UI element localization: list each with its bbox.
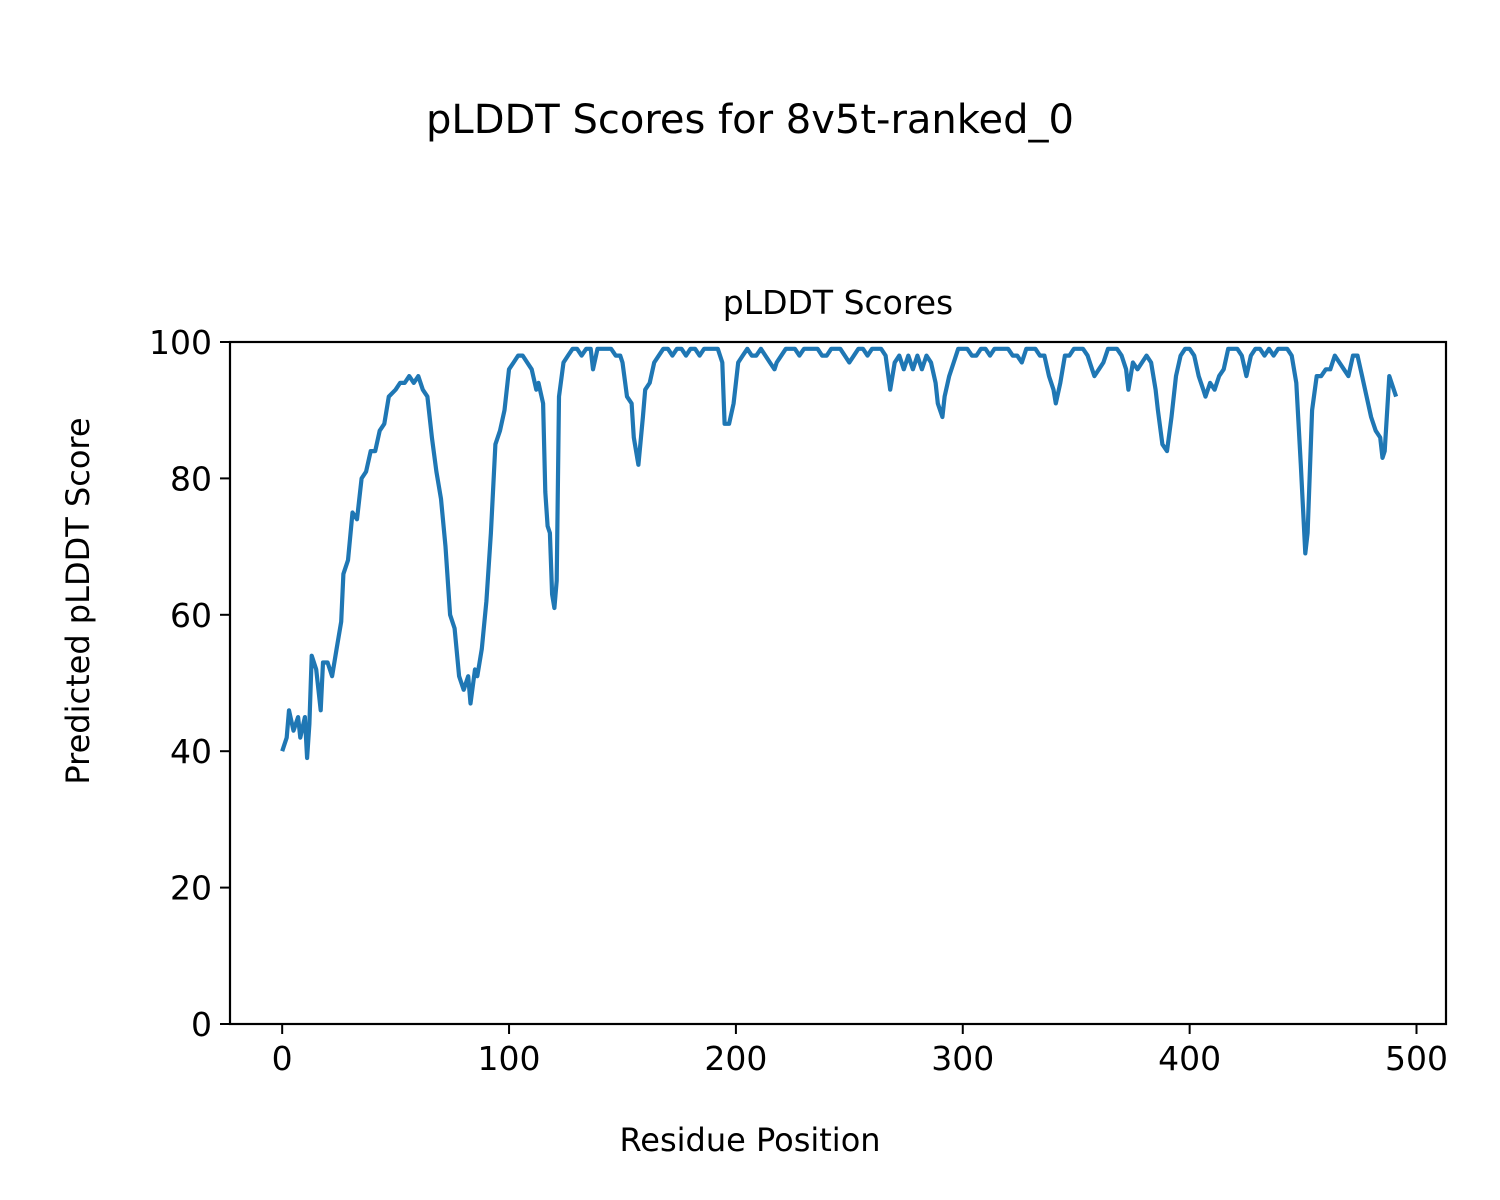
x-tick-label: 0 (272, 1039, 293, 1078)
y-tick-label: 40 (170, 732, 212, 771)
x-tick-label: 400 (1158, 1039, 1221, 1078)
y-axis-label: Predicted pLDDT Score (59, 417, 97, 784)
y-tick-label: 80 (170, 459, 212, 498)
y-tick-label: 20 (170, 869, 212, 908)
figure-title: pLDDT Scores for 8v5t-ranked_0 (426, 97, 1074, 143)
plddt-series-line (280, 346, 1399, 761)
plot-area (280, 346, 1399, 761)
axes-frame (228, 340, 1448, 1026)
x-tick-label: 300 (931, 1039, 994, 1078)
y-tick-label: 0 (191, 1005, 212, 1044)
x-tick-label: 200 (704, 1039, 767, 1078)
x-axis-label: Residue Position (619, 1121, 880, 1159)
chart-title: pLDDT Scores (723, 283, 953, 322)
y-tick-label: 100 (149, 323, 212, 362)
x-tick-label: 100 (478, 1039, 541, 1078)
y-tick-label: 60 (170, 596, 212, 635)
axis-ticks: 0 100 200 300 400 500 0 20 40 60 80 100 (149, 323, 1448, 1078)
x-tick-label: 500 (1385, 1039, 1448, 1078)
